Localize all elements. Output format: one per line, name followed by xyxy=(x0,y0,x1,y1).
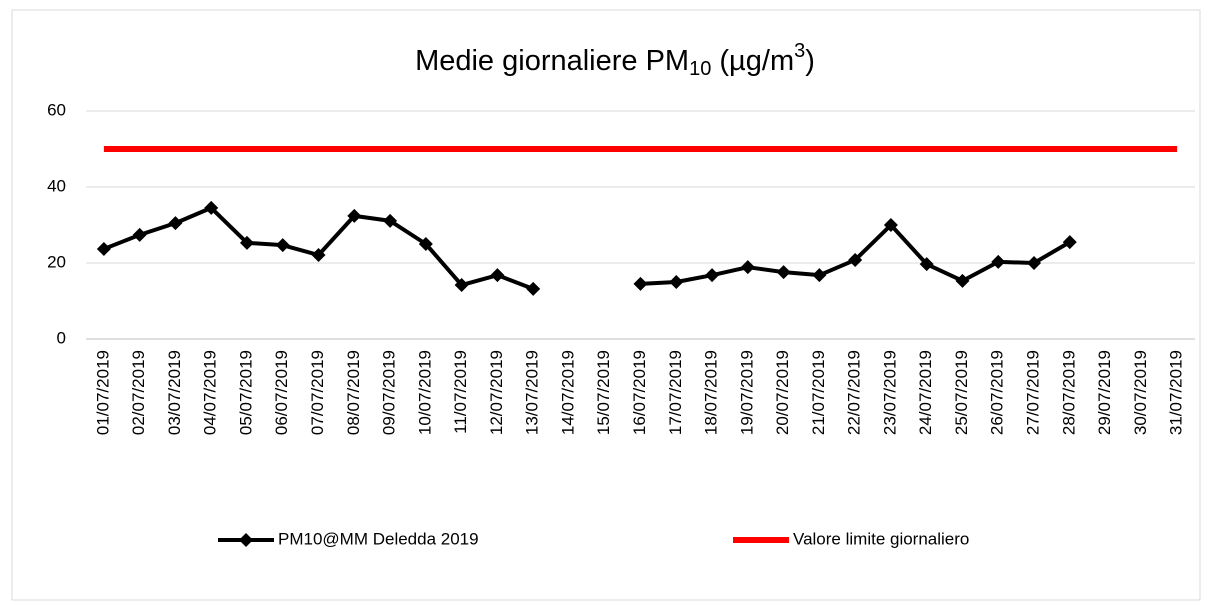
x-tick-label: 20/07/2019 xyxy=(773,350,792,435)
x-tick-label: 29/07/2019 xyxy=(1095,350,1114,435)
x-tick-label: 04/07/2019 xyxy=(201,350,220,435)
title-sup: 3 xyxy=(794,40,805,62)
title-part: ) xyxy=(805,45,815,77)
x-tick-label: 12/07/2019 xyxy=(487,350,506,435)
data-point xyxy=(812,268,827,283)
chart-frame xyxy=(11,9,1201,601)
legend-label: PM10@MM Deledda 2019 xyxy=(278,529,479,548)
data-point xyxy=(705,268,720,283)
data-point xyxy=(776,265,791,280)
chart-title: Medie giornaliere PM10 (µg/m3) xyxy=(415,40,815,80)
data-point xyxy=(239,235,254,250)
x-tick-label: 14/07/2019 xyxy=(558,350,577,435)
x-tick-label: 11/07/2019 xyxy=(451,350,470,434)
x-tick-label: 31/07/2019 xyxy=(1167,350,1186,435)
x-tick-label: 28/07/2019 xyxy=(1059,350,1078,435)
data-point xyxy=(740,260,755,275)
data-point xyxy=(311,248,326,263)
data-point xyxy=(490,268,505,283)
data-point xyxy=(883,218,898,232)
data-point xyxy=(633,276,648,291)
x-tick-label: 16/07/2019 xyxy=(630,350,649,435)
x-tick-label: 19/07/2019 xyxy=(737,350,756,435)
data-point xyxy=(275,238,290,253)
x-tick-label: 13/07/2019 xyxy=(523,350,542,435)
data-point xyxy=(955,273,970,288)
data-point xyxy=(132,227,147,242)
data-point xyxy=(347,208,362,223)
y-tick-label: 60 xyxy=(47,100,66,119)
x-tick-label: 23/07/2019 xyxy=(880,350,899,435)
x-tick-label: 24/07/2019 xyxy=(916,350,935,435)
x-tick-label: 18/07/2019 xyxy=(702,350,721,435)
data-point xyxy=(168,216,183,231)
x-tick-label: 30/07/2019 xyxy=(1131,350,1150,435)
title-sub: 10 xyxy=(689,58,711,80)
x-tick-label: 02/07/2019 xyxy=(129,350,148,435)
x-tick-label: 05/07/2019 xyxy=(236,350,255,435)
y-tick-label: 40 xyxy=(47,176,66,195)
x-tick-label: 10/07/2019 xyxy=(415,350,434,435)
data-point xyxy=(848,252,863,267)
x-tick-label: 08/07/2019 xyxy=(344,350,363,435)
x-tick-label: 26/07/2019 xyxy=(988,350,1007,435)
legend-label: Valore limite giornaliero xyxy=(793,529,969,548)
x-tick-label: 27/07/2019 xyxy=(1024,350,1043,435)
data-point xyxy=(96,241,111,256)
x-tick-label: 21/07/2019 xyxy=(809,350,828,435)
data-point xyxy=(669,275,684,289)
data-point xyxy=(919,257,934,272)
y-tick-label: 0 xyxy=(57,328,66,347)
x-tick-label: 22/07/2019 xyxy=(845,350,864,435)
x-tick-label: 03/07/2019 xyxy=(165,350,184,435)
x-tick-label: 07/07/2019 xyxy=(308,350,327,435)
x-tick-label: 15/07/2019 xyxy=(594,350,613,435)
y-tick-label: 20 xyxy=(47,252,66,271)
title-part: (µg/m xyxy=(711,45,794,77)
data-point xyxy=(1062,235,1077,250)
x-tick-label: 17/07/2019 xyxy=(666,350,685,435)
data-point xyxy=(383,213,398,228)
legend-marker xyxy=(239,533,253,547)
data-point xyxy=(418,237,433,251)
x-tick-label: 25/07/2019 xyxy=(952,350,971,435)
x-tick-label: 09/07/2019 xyxy=(380,350,399,435)
data-point xyxy=(991,254,1006,269)
x-tick-label: 06/07/2019 xyxy=(272,350,291,435)
title-part: Medie giornaliere PM xyxy=(415,45,689,77)
data-point xyxy=(526,281,541,296)
data-point xyxy=(1027,256,1042,270)
data-point xyxy=(204,200,219,215)
x-tick-label: 01/07/2019 xyxy=(93,350,112,435)
data-point xyxy=(454,278,469,293)
